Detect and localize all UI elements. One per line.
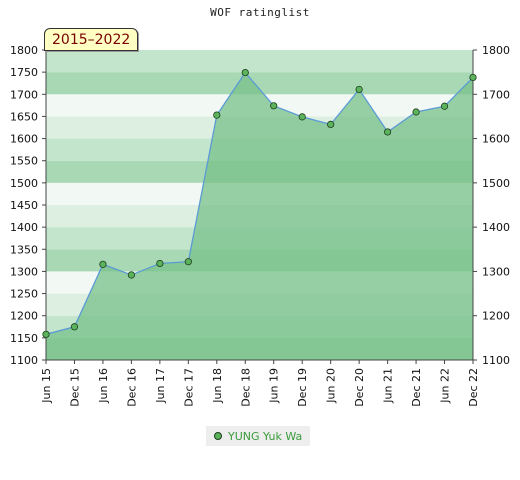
y-tick-label-left: 1250: [10, 288, 38, 301]
data-point: [355, 85, 363, 94]
y-tick-label-right: 1600: [482, 133, 510, 146]
date-range-badge: 2015–2022: [44, 28, 139, 51]
legend-label: YUNG Yuk Wa: [228, 429, 303, 443]
y-tick-label-left: 1450: [10, 199, 38, 212]
legend-marker-icon: [214, 432, 222, 440]
y-tick-label-left: 1400: [10, 221, 38, 234]
y-tick-label-left: 1550: [10, 155, 38, 168]
data-point: [440, 102, 449, 110]
x-tick-label: Jun 22: [439, 368, 452, 404]
y-tick-label-right: 1500: [482, 177, 510, 190]
x-tick-label: Jun 18: [211, 368, 224, 404]
x-tick-label: Dec 19: [296, 368, 309, 407]
y-tick-label-right: 1700: [482, 88, 510, 101]
y-tick-label-left: 1350: [10, 243, 38, 256]
x-tick-label: Dec 16: [125, 368, 138, 407]
area-fill: [46, 72, 473, 360]
x-tick-label: Dec 17: [182, 368, 195, 407]
data-points: [42, 68, 477, 338]
x-tick-label: Dec 21: [410, 368, 423, 407]
x-tick-label: Jun 16: [97, 368, 110, 404]
y-tick-label-left: 1200: [10, 310, 38, 323]
x-tick-label: Jun 17: [154, 368, 167, 404]
y-tick-label-left: 1300: [10, 265, 38, 278]
x-tick-label: Jun 21: [382, 368, 395, 404]
grid-band: [46, 72, 473, 95]
data-point: [184, 258, 192, 266]
data-point: [156, 259, 164, 268]
y-tick-label-left: 1150: [10, 332, 38, 345]
data-point: [383, 128, 392, 136]
x-tick-label: Jun 19: [268, 368, 281, 404]
data-point: [327, 120, 335, 129]
y-tick-label-right: 1200: [482, 310, 510, 323]
y-tick-label-left: 1700: [10, 88, 38, 101]
y-tick-label-right: 1400: [482, 221, 510, 234]
x-tick-label: Jun 15: [40, 368, 53, 404]
y-tick-label-left: 1800: [10, 44, 38, 57]
data-point: [99, 260, 107, 268]
y-tick-label-right: 1100: [482, 354, 510, 367]
series-line-path: [45, 71, 474, 335]
chart-title: WOF ratinglist: [210, 6, 310, 19]
series-line: [45, 71, 474, 335]
grid-band: [46, 50, 473, 73]
data-point: [127, 271, 135, 279]
series-area: [46, 72, 473, 360]
y-tick-label-right: 1800: [482, 44, 510, 57]
legend[interactable]: YUNG Yuk Wa: [206, 426, 311, 446]
data-point: [298, 113, 306, 121]
data-point: [469, 73, 477, 82]
data-point: [42, 330, 50, 338]
y-tick-label-left: 1100: [10, 354, 38, 367]
x-tick-label: Dec 22: [467, 368, 480, 407]
data-point: [70, 323, 79, 331]
x-tick-label: Jun 20: [325, 368, 338, 404]
x-tick-label: Dec 15: [68, 368, 81, 407]
y-tick-label-left: 1750: [10, 66, 38, 79]
tick-labels: 1100 1150 1200 1250 1300 1350 1400 1450 1500 1550…: [10, 44, 510, 407]
y-tick-label-right: 1300: [482, 265, 510, 278]
y-tick-label-left: 1650: [10, 110, 38, 123]
data-point: [241, 68, 249, 77]
data-point: [412, 108, 420, 116]
data-point: [270, 102, 278, 110]
x-tick-label: Dec 18: [239, 368, 252, 407]
y-tick-label-left: 1500: [10, 177, 38, 190]
x-tick-label: Dec 20: [353, 368, 366, 407]
y-tick-label-left: 1600: [10, 133, 38, 146]
data-point: [213, 111, 221, 119]
